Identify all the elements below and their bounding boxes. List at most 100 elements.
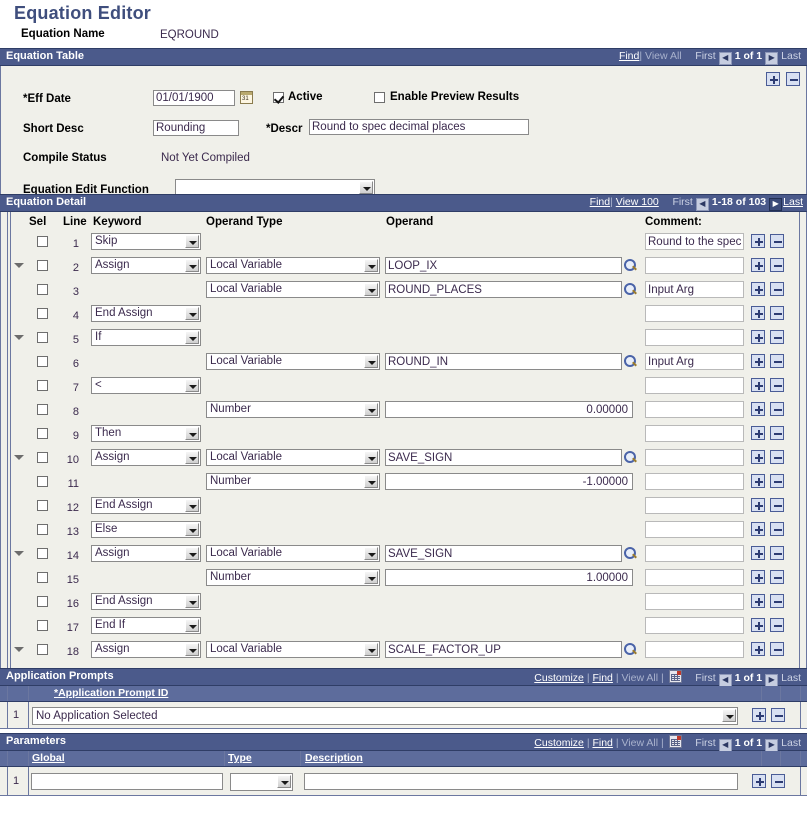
detail-delete-row-button[interactable] [770, 474, 784, 488]
lookup-search-icon[interactable] [623, 450, 638, 465]
detail-delete-row-button[interactable] [770, 546, 784, 560]
detail-delete-row-button[interactable] [770, 498, 784, 512]
detail-delete-row-button[interactable] [770, 258, 784, 272]
comment-input[interactable] [645, 257, 744, 274]
next-page-icon[interactable]: ▶ [765, 52, 779, 65]
operand-input[interactable] [385, 641, 622, 658]
col-header-global[interactable]: Global [32, 752, 65, 764]
row-select-checkbox[interactable] [37, 548, 48, 559]
lookup-search-icon[interactable] [623, 282, 638, 297]
operand-input[interactable] [385, 545, 622, 562]
keyword-select[interactable]: End If [91, 617, 201, 634]
prev-page-icon[interactable]: ◀ [718, 674, 732, 687]
expand-row-icon[interactable] [14, 455, 24, 460]
detail-delete-row-button[interactable] [770, 642, 784, 656]
keyword-select[interactable]: Assign [91, 545, 201, 562]
detail-add-row-button[interactable] [751, 474, 765, 488]
download-grid-icon[interactable] [668, 735, 682, 748]
comment-input[interactable] [645, 353, 744, 370]
row-select-checkbox[interactable] [37, 356, 48, 367]
expand-row-icon[interactable] [14, 647, 24, 652]
keyword-select[interactable]: Assign [91, 641, 201, 658]
detail-add-row-button[interactable] [751, 450, 765, 464]
col-header-description[interactable]: Description [305, 752, 363, 764]
comment-input[interactable] [645, 305, 744, 322]
enable-preview-results-checkbox[interactable] [374, 92, 385, 103]
app-prompts-find-link[interactable]: Find [592, 672, 613, 684]
operand-type-select[interactable]: Local Variable [206, 257, 380, 274]
keyword-select[interactable]: < [91, 377, 201, 394]
comment-input[interactable] [645, 593, 744, 610]
operand-input[interactable] [385, 353, 622, 370]
equation-detail-last-link[interactable]: Last [783, 196, 803, 208]
row-select-checkbox[interactable] [37, 476, 48, 487]
detail-delete-row-button[interactable] [770, 522, 784, 536]
parameters-find-link[interactable]: Find [592, 737, 613, 749]
expand-row-icon[interactable] [14, 335, 24, 340]
detail-delete-row-button[interactable] [770, 450, 784, 464]
comment-input[interactable] [645, 233, 744, 250]
parameter-description-input[interactable] [304, 773, 738, 790]
detail-add-row-button[interactable] [751, 498, 765, 512]
comment-input[interactable] [645, 641, 744, 658]
comment-input[interactable] [645, 449, 744, 466]
operand-input[interactable] [385, 257, 622, 274]
detail-add-row-button[interactable] [751, 258, 765, 272]
keyword-select[interactable]: End Assign [91, 593, 201, 610]
detail-delete-row-button[interactable] [770, 570, 784, 584]
operand-type-select[interactable]: Local Variable [206, 281, 380, 298]
operand-input[interactable] [385, 569, 633, 586]
descr-input[interactable] [309, 119, 529, 135]
row-select-checkbox[interactable] [37, 500, 48, 511]
application-prompt-id-select[interactable]: No Application Selected [32, 707, 738, 725]
prev-page-icon[interactable]: ◀ [718, 52, 732, 65]
operand-type-select[interactable]: Number [206, 473, 380, 490]
operand-input[interactable] [385, 281, 622, 298]
keyword-select[interactable]: Assign [91, 449, 201, 466]
eff-date-input[interactable] [153, 90, 235, 106]
detail-add-row-button[interactable] [751, 594, 765, 608]
equation-table-add-row-button[interactable] [766, 72, 780, 86]
app-prompts-customize-link[interactable]: Customize [534, 672, 584, 684]
detail-add-row-button[interactable] [751, 570, 765, 584]
detail-add-row-button[interactable] [751, 546, 765, 560]
detail-delete-row-button[interactable] [770, 594, 784, 608]
detail-delete-row-button[interactable] [770, 402, 784, 416]
detail-delete-row-button[interactable] [770, 378, 784, 392]
detail-add-row-button[interactable] [751, 618, 765, 632]
comment-input[interactable] [645, 521, 744, 538]
comment-input[interactable] [645, 497, 744, 514]
lookup-search-icon[interactable] [623, 546, 638, 561]
next-page-icon[interactable]: ▶ [769, 198, 783, 211]
lookup-search-icon[interactable] [623, 642, 638, 657]
detail-delete-row-button[interactable] [770, 282, 784, 296]
short-desc-input[interactable] [153, 120, 239, 136]
operand-input[interactable] [385, 449, 622, 466]
app-prompts-view-all-link[interactable]: View All [621, 672, 659, 684]
parameters-delete-row-button[interactable] [771, 774, 785, 788]
equation-table-delete-row-button[interactable] [786, 72, 800, 86]
operand-type-select[interactable]: Number [206, 401, 380, 418]
col-header-type[interactable]: Type [228, 752, 252, 764]
row-select-checkbox[interactable] [37, 644, 48, 655]
comment-input[interactable] [645, 617, 744, 634]
row-select-checkbox[interactable] [37, 452, 48, 463]
equation-table-view-all-link[interactable]: View All [645, 50, 682, 62]
keyword-select[interactable]: End Assign [91, 305, 201, 322]
row-select-checkbox[interactable] [37, 236, 48, 247]
detail-add-row-button[interactable] [751, 378, 765, 392]
parameter-global-input[interactable] [31, 773, 223, 790]
operand-type-select[interactable]: Local Variable [206, 353, 380, 370]
operand-input[interactable] [385, 473, 633, 490]
row-select-checkbox[interactable] [37, 284, 48, 295]
equation-table-find-link[interactable]: Find [618, 50, 640, 62]
detail-delete-row-button[interactable] [770, 234, 784, 248]
keyword-select[interactable]: Assign [91, 257, 201, 274]
detail-add-row-button[interactable] [751, 402, 765, 416]
operand-input[interactable] [385, 401, 633, 418]
keyword-select[interactable]: If [91, 329, 201, 346]
equation-detail-find-link[interactable]: Find [589, 196, 611, 208]
row-select-checkbox[interactable] [37, 620, 48, 631]
detail-add-row-button[interactable] [751, 282, 765, 296]
detail-add-row-button[interactable] [751, 426, 765, 440]
